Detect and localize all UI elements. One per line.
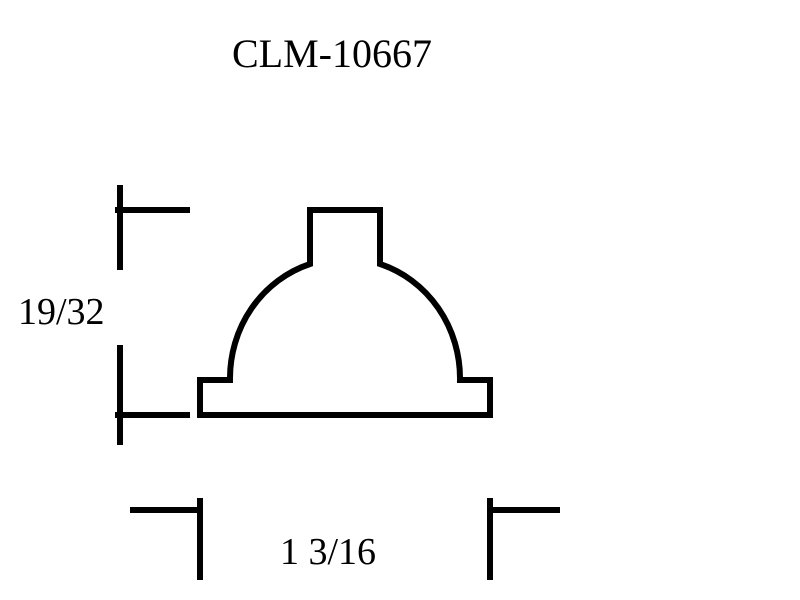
technical-drawing: [0, 0, 800, 600]
molding-profile: [200, 210, 490, 415]
